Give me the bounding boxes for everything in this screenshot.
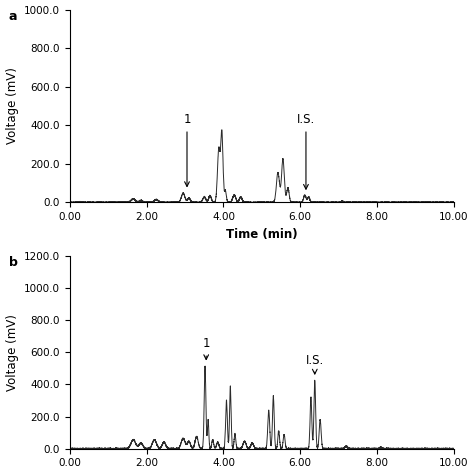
Text: I.S.: I.S. [297, 113, 315, 189]
Text: I.S.: I.S. [306, 354, 324, 374]
Text: 1: 1 [202, 337, 210, 359]
Text: 1: 1 [183, 113, 191, 186]
Y-axis label: Voltage (mV): Voltage (mV) [6, 68, 18, 145]
Text: b: b [9, 256, 18, 269]
Y-axis label: Voltage (mV): Voltage (mV) [6, 314, 18, 391]
X-axis label: Time (min): Time (min) [226, 228, 298, 241]
Text: a: a [9, 9, 17, 23]
